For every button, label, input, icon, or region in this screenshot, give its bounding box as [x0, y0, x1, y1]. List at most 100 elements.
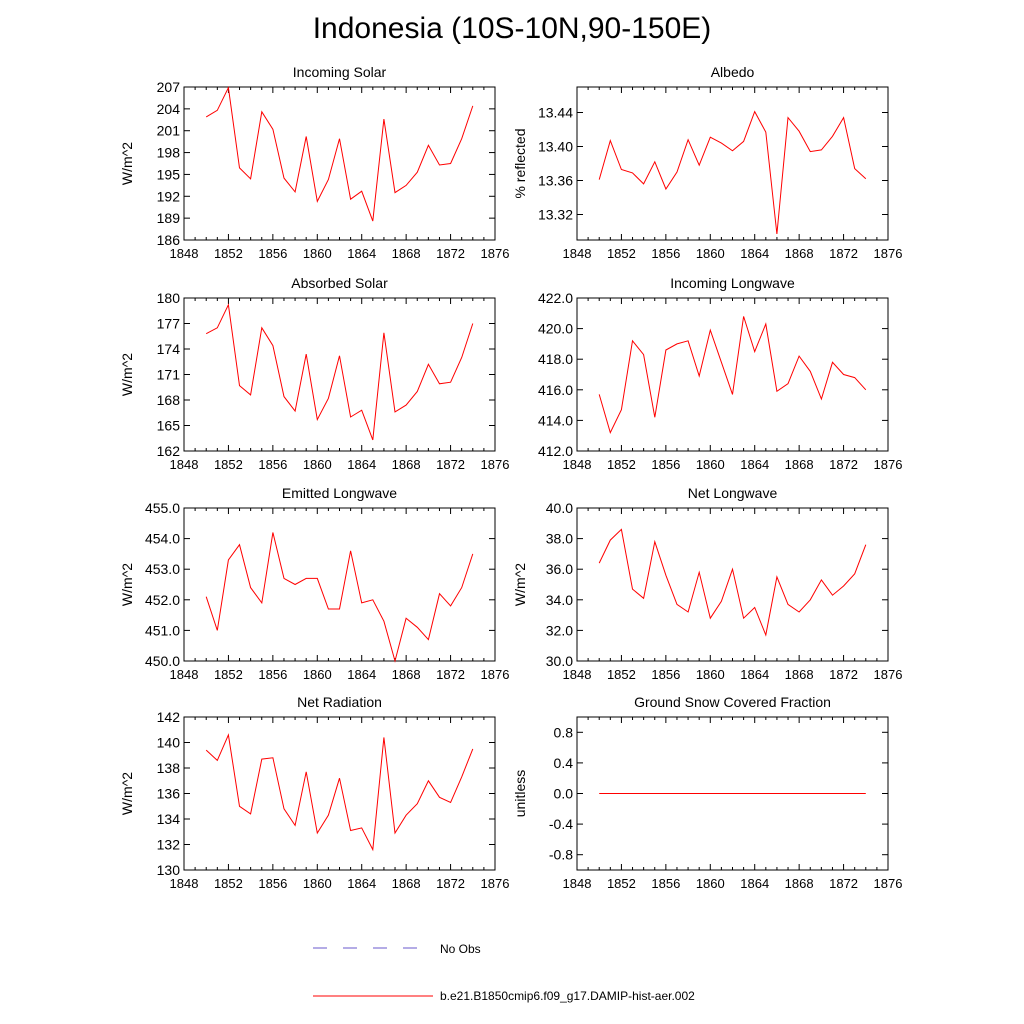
x-tick-label: 1860 — [303, 667, 332, 682]
x-tick-label: 1872 — [829, 246, 858, 261]
x-tick-label: 1860 — [303, 876, 332, 891]
series-line — [598, 528, 867, 637]
x-tick-label: 1872 — [829, 876, 858, 891]
x-tick-label: 1856 — [651, 876, 680, 891]
y-tick-label: 38.0 — [546, 531, 573, 547]
x-tick-label: 1848 — [170, 876, 199, 891]
y-tick-label: 207 — [157, 79, 181, 95]
x-tick-label: 1864 — [740, 246, 769, 261]
x-tick-label: 1856 — [651, 667, 680, 682]
panel-title: Incoming Solar — [293, 64, 387, 80]
x-tick-label: 1876 — [481, 667, 510, 682]
x-tick-label: 1868 — [785, 246, 814, 261]
panel-7: Ground Snow Covered Fraction 1848 1852 1856… — [512, 694, 902, 891]
x-tick-label: 1856 — [258, 876, 287, 891]
y-tick-label: 189 — [157, 210, 181, 226]
plot-frame — [183, 507, 496, 662]
panel-5: Net Longwave 1848 1852 1856 1860 1864 1868 1872… — [512, 485, 902, 682]
plot-frame — [576, 507, 889, 662]
y-tick-label: 198 — [157, 145, 181, 161]
series-line — [598, 316, 867, 434]
y-tick-label: 40.0 — [546, 500, 573, 516]
y-tick-label: 165 — [157, 418, 181, 434]
y-axis-label: unitless — [512, 770, 528, 817]
x-tick-label: 1868 — [392, 457, 421, 472]
x-tick-label: 1860 — [303, 457, 332, 472]
x-tick-label: 1864 — [740, 457, 769, 472]
x-tick-label: 1852 — [607, 246, 636, 261]
panel-4: Emitted Longwave 1848 1852 1856 1860 1864 1868… — [119, 485, 509, 682]
y-tick-label: 132 — [157, 837, 181, 853]
x-tick-label: 1852 — [607, 457, 636, 472]
y-axis-label: % reflected — [512, 128, 528, 198]
x-tick-label: 1848 — [170, 457, 199, 472]
y-tick-label: 177 — [157, 316, 181, 332]
x-tick-label: 1872 — [436, 876, 465, 891]
x-tick-label: 1876 — [874, 667, 903, 682]
x-tick-label: 1848 — [563, 246, 592, 261]
x-tick-label: 1852 — [214, 457, 243, 472]
y-tick-label: 180 — [157, 290, 181, 306]
x-tick-label: 1864 — [347, 246, 376, 261]
plot-frame — [576, 297, 889, 452]
panel-2: Absorbed Solar 1848 1852 1856 1860 1864 1868 18… — [119, 275, 509, 472]
panel-title: Ground Snow Covered Fraction — [634, 694, 831, 710]
y-tick-label: 455.0 — [145, 500, 180, 516]
x-tick-label: 1856 — [258, 457, 287, 472]
y-tick-label: 142 — [157, 709, 181, 725]
x-tick-label: 1860 — [696, 457, 725, 472]
panel-6: Net Radiation 1848 1852 1856 1860 1864 1868 187… — [119, 694, 509, 891]
y-tick-label: 34.0 — [546, 592, 573, 608]
y-tick-label: 134 — [157, 811, 181, 827]
y-tick-label: 171 — [157, 367, 181, 383]
x-tick-label: 1876 — [874, 246, 903, 261]
x-tick-label: 1876 — [481, 876, 510, 891]
y-tick-label: 451.0 — [145, 622, 180, 638]
y-tick-label: 422.0 — [538, 290, 573, 306]
y-tick-label: 204 — [157, 101, 181, 117]
legend-no-obs-label: No Obs — [440, 942, 481, 956]
x-tick-label: 1860 — [303, 246, 332, 261]
y-tick-label: 201 — [157, 123, 181, 139]
panel-title: Absorbed Solar — [291, 275, 388, 291]
panel-title: Emitted Longwave — [282, 485, 397, 501]
y-axis-label: W/m^2 — [119, 772, 135, 815]
y-tick-label: -0.8 — [549, 847, 573, 863]
x-tick-label: 1852 — [607, 667, 636, 682]
y-tick-label: 30.0 — [546, 653, 573, 669]
y-tick-label: 136 — [157, 786, 181, 802]
y-axis-label: W/m^2 — [512, 563, 528, 606]
x-tick-label: 1868 — [392, 667, 421, 682]
y-tick-label: 162 — [157, 443, 181, 459]
x-tick-label: 1868 — [785, 667, 814, 682]
y-tick-label: 450.0 — [145, 653, 180, 669]
panel-title: Net Longwave — [688, 485, 778, 501]
y-axis-label: W/m^2 — [119, 353, 135, 396]
x-tick-label: 1852 — [214, 876, 243, 891]
x-tick-label: 1848 — [563, 667, 592, 682]
plot-frame — [576, 86, 889, 241]
x-tick-label: 1848 — [563, 876, 592, 891]
y-tick-label: 412.0 — [538, 443, 573, 459]
y-axis-label: W/m^2 — [119, 563, 135, 606]
x-tick-label: 1864 — [740, 667, 769, 682]
y-tick-label: 420.0 — [538, 321, 573, 337]
legend-model-label: b.e21.B1850cmip6.f09_g17.DAMIP-hist-aer.… — [440, 989, 695, 1003]
x-tick-label: 1868 — [785, 457, 814, 472]
x-tick-label: 1876 — [481, 457, 510, 472]
x-tick-label: 1872 — [436, 246, 465, 261]
x-tick-label: 1856 — [258, 246, 287, 261]
y-tick-label: 168 — [157, 392, 181, 408]
panel-title: Albedo — [711, 64, 755, 80]
series-line — [205, 733, 474, 852]
x-tick-label: 1852 — [607, 876, 636, 891]
y-axis-label: W/m^2 — [119, 142, 135, 185]
panel-3: Incoming Longwave 1848 1852 1856 1860 1864 186… — [538, 275, 903, 472]
y-tick-label: 13.44 — [538, 105, 573, 121]
y-tick-label: 36.0 — [546, 561, 573, 577]
y-tick-label: 32.0 — [546, 622, 573, 638]
legend: No Obs b.e21.B1850cmip6.f09_g17.DAMIP-hi… — [313, 942, 695, 1003]
y-tick-label: 13.36 — [538, 173, 573, 189]
x-tick-label: 1864 — [347, 876, 376, 891]
